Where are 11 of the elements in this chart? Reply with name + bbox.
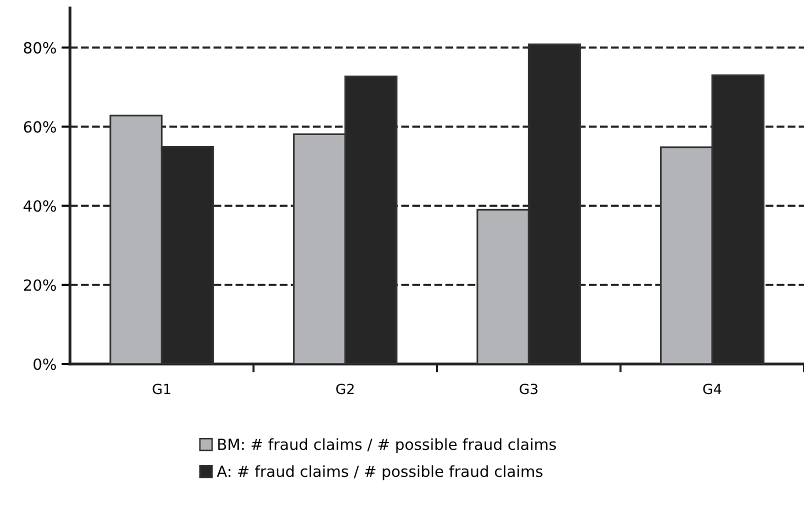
x-tick-label: G4 <box>703 384 722 394</box>
x-tick-label: G1 <box>152 384 170 394</box>
y-tick-label: 20% <box>24 279 56 291</box>
y-tick-label: 40% <box>24 200 56 212</box>
legend-label: BM: # fraud claims / # possible fraud claims <box>218 438 556 454</box>
x-tick-label: G2 <box>336 384 354 394</box>
y-tick-label: 80% <box>24 42 56 54</box>
x-tick-label: G3 <box>520 384 538 394</box>
y-tick-label: 60% <box>24 121 56 133</box>
legend-label: A: # fraud claims / # possible fraud claims <box>216 465 542 480</box>
y-tick-label: 0% <box>34 358 56 370</box>
